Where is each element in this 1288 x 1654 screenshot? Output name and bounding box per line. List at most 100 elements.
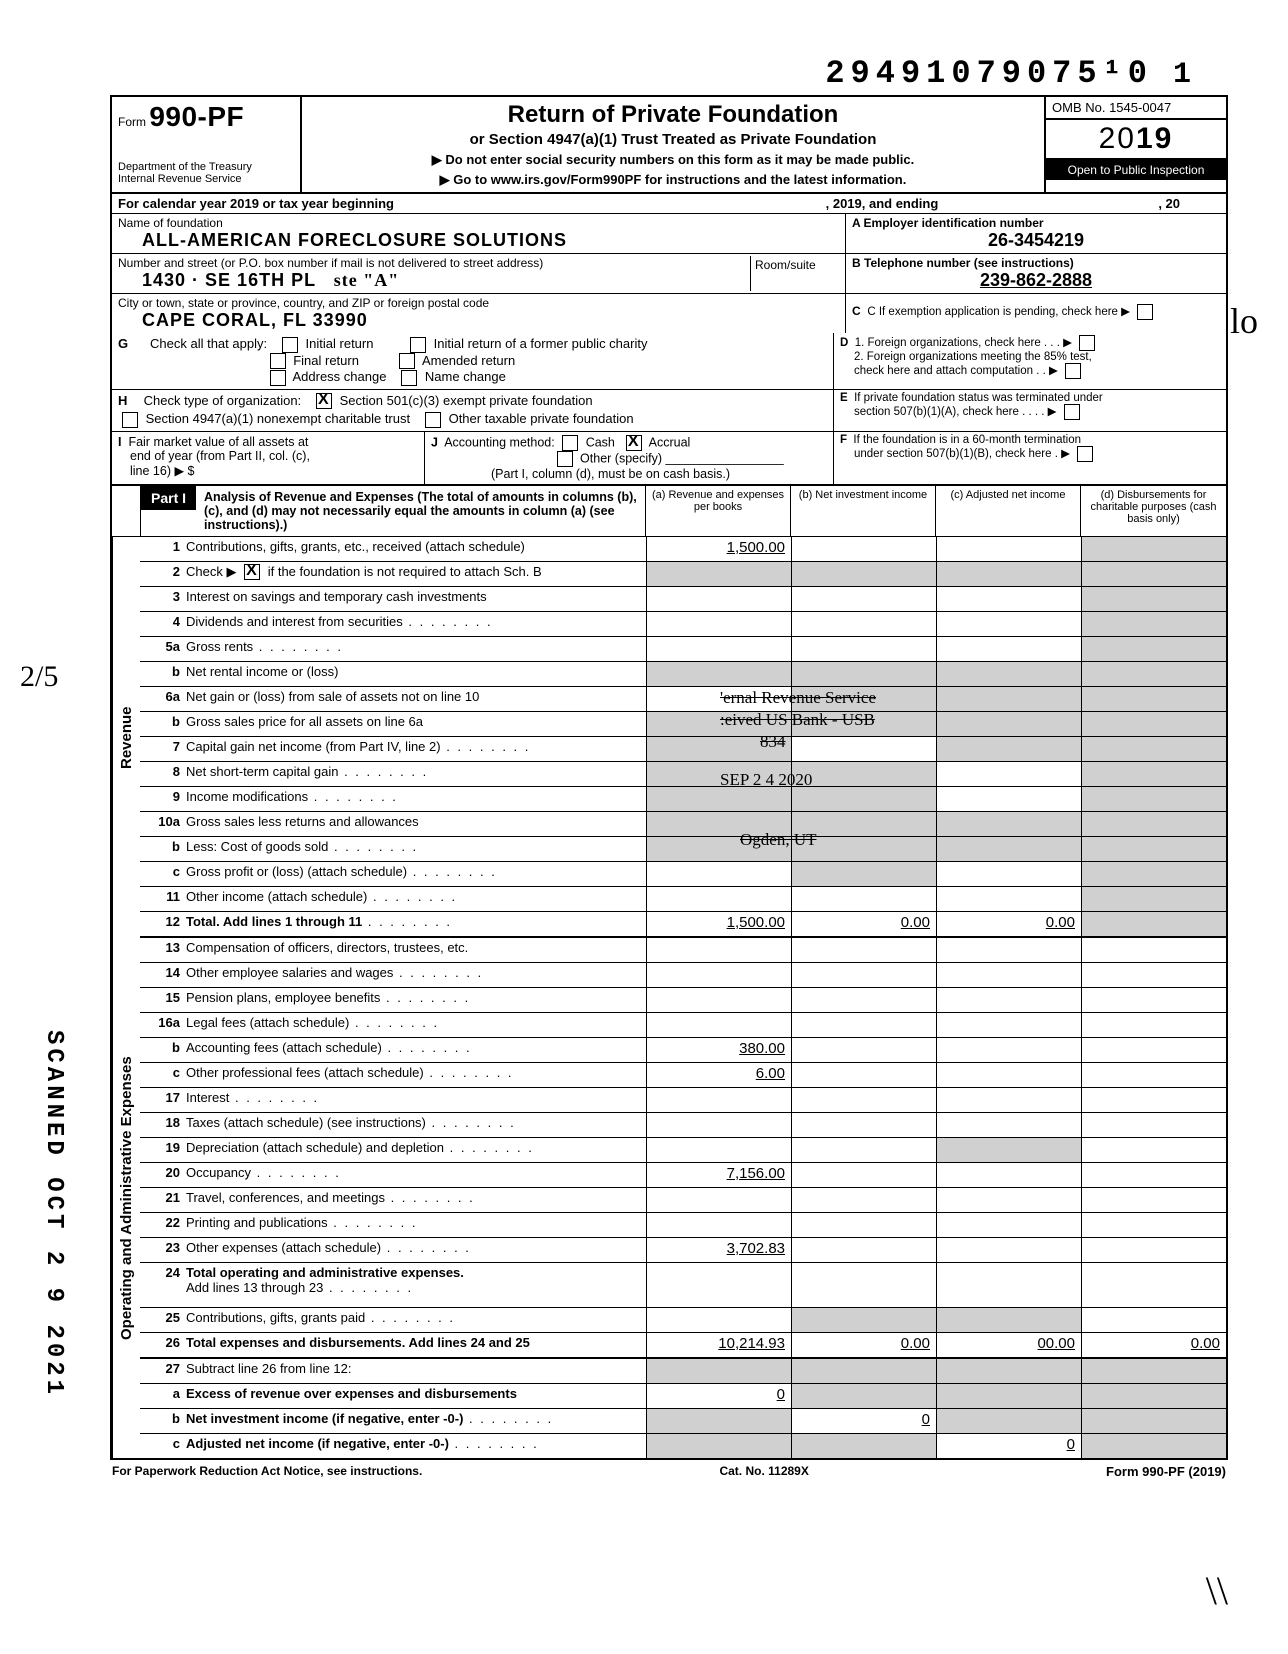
name-change-checkbox[interactable]: [401, 370, 417, 386]
other-method-checkbox[interactable]: [557, 451, 573, 467]
r7-num: 7: [140, 737, 186, 761]
r27-label: Subtract line 26 from line 12:: [186, 1359, 646, 1383]
header-right: OMB No. 1545-0047 2019 Open to Public In…: [1046, 97, 1226, 192]
row-10a: 10aGross sales less returns and allowanc…: [140, 812, 1226, 837]
r5b-num: b: [140, 662, 186, 686]
row-4: 4Dividends and interest from securities: [140, 612, 1226, 637]
r26-num: 26: [140, 1333, 186, 1357]
r16b-a: 380.00: [646, 1038, 791, 1062]
h-text: Check type of organization:: [144, 393, 302, 408]
part1-badge: Part I: [141, 486, 196, 510]
r12-num: 12: [140, 912, 186, 936]
r1-label: Contributions, gifts, grants, etc., rece…: [186, 537, 646, 561]
f-text2: under section 507(b)(1)(B), check here .…: [840, 448, 1070, 460]
room-suite-label: Room/suite: [751, 256, 839, 291]
row-16b: bAccounting fees (attach schedule)380.00: [140, 1038, 1226, 1063]
r2-l1: Check ▶: [186, 564, 236, 579]
row-19: 19Depreciation (attach schedule) and dep…: [140, 1138, 1226, 1163]
row-2: 2Check ▶ if the foundation is not requir…: [140, 562, 1226, 587]
h-e-row: H Check type of organization: Section 50…: [112, 390, 1226, 432]
form-page: 29491079075¹01 Form 990-PF Department of…: [0, 0, 1288, 1654]
row-15: 15Pension plans, employee benefits: [140, 988, 1226, 1013]
dept-irs: Internal Revenue Service: [118, 173, 294, 185]
opt-accrual: Accrual: [649, 435, 691, 449]
opt-name: Name change: [425, 369, 506, 384]
r2-l2: if the foundation is not required to att…: [268, 564, 542, 579]
row-27a: aExcess of revenue over expenses and dis…: [140, 1384, 1226, 1409]
header-note-2: ▶ Go to www.irs.gov/Form990PF for instru…: [310, 172, 1036, 188]
r16b-num: b: [140, 1038, 186, 1062]
initial-return-checkbox[interactable]: [282, 337, 298, 353]
accrual-checkbox[interactable]: [626, 435, 642, 451]
r16a-label: Legal fees (attach schedule): [186, 1013, 646, 1037]
row-27b: bNet investment income (if negative, ent…: [140, 1409, 1226, 1434]
amended-checkbox[interactable]: [399, 353, 415, 369]
501c3-checkbox[interactable]: [316, 393, 332, 409]
address-change-checkbox[interactable]: [270, 370, 286, 386]
r24-l2: Add lines 13 through 23: [186, 1280, 413, 1295]
exemption-checkbox[interactable]: [1137, 304, 1153, 320]
r10c-num: c: [140, 862, 186, 886]
r16c-num: c: [140, 1063, 186, 1087]
r27a-label: Excess of revenue over expenses and disb…: [186, 1384, 646, 1408]
r8-num: 8: [140, 762, 186, 786]
part1-desc-text: Analysis of Revenue and Expenses (The to…: [204, 490, 637, 532]
stamp-834: 834: [760, 732, 786, 752]
cal-text-3: , 20: [1158, 196, 1180, 211]
cal-text-1: For calendar year 2019 or tax year begin…: [118, 196, 394, 211]
cal-text-2: , 2019, and ending: [826, 196, 939, 211]
ein-label: A Employer identification number: [852, 216, 1044, 230]
60month-checkbox[interactable]: [1077, 446, 1093, 462]
r13-label: Compensation of officers, directors, tru…: [186, 938, 646, 962]
r9-label: Income modifications: [186, 787, 646, 811]
i-text3: line 16) ▶ $: [118, 464, 195, 478]
other-taxable-checkbox[interactable]: [425, 412, 441, 428]
i-block: I Fair market value of all assets at end…: [112, 432, 425, 484]
initial-former-checkbox[interactable]: [410, 337, 426, 353]
terminated-checkbox[interactable]: [1064, 404, 1080, 420]
footer-left: For Paperwork Reduction Act Notice, see …: [112, 1464, 422, 1479]
r21-label: Travel, conferences, and meetings: [186, 1188, 646, 1212]
r26-b: Total expenses and disbursements. Add li…: [186, 1335, 530, 1350]
revenue-block: Revenue 1Contributions, gifts, grants, e…: [112, 537, 1226, 938]
opt-initial: Initial return: [306, 336, 374, 351]
cash-checkbox[interactable]: [562, 435, 578, 451]
e-text1: If private foundation status was termina…: [854, 392, 1103, 404]
r4-num: 4: [140, 612, 186, 636]
addr-handwritten: ste "A": [334, 270, 399, 290]
row-26: 26Total expenses and disbursements. Add …: [140, 1333, 1226, 1359]
r27c-num: c: [140, 1434, 186, 1458]
foreign-org-checkbox[interactable]: [1079, 335, 1095, 351]
r16c-a: 6.00: [646, 1063, 791, 1087]
doc-number-trail: 1: [1173, 58, 1193, 92]
d-block: D 1. Foreign organizations, check here .…: [834, 333, 1226, 389]
header-left: Form 990-PF Department of the Treasury I…: [112, 97, 302, 192]
4947-checkbox[interactable]: [122, 412, 138, 428]
row-27c: cAdjusted net income (if negative, enter…: [140, 1434, 1226, 1458]
r10b-label: Less: Cost of goods sold: [186, 837, 646, 861]
row-22: 22Printing and publications: [140, 1213, 1226, 1238]
d2a-text: 2. Foreign organizations meeting the 85%…: [840, 351, 1092, 363]
r16c-label: Other professional fees (attach schedule…: [186, 1063, 646, 1087]
i-text2: end of year (from Part II, col. (c),: [118, 449, 310, 463]
r5b-label: Net rental income or (loss): [186, 662, 646, 686]
r20-num: 20: [140, 1163, 186, 1187]
r6b-label: Gross sales price for all assets on line…: [186, 712, 646, 736]
r27b-num: b: [140, 1409, 186, 1433]
r12-c: 0.00: [936, 912, 1081, 936]
row-27: 27Subtract line 26 from line 12:: [140, 1359, 1226, 1384]
r1-a: 1,500.00: [646, 537, 791, 561]
footer-right: Form 990-PF (2019): [1106, 1464, 1226, 1479]
r23-a: 3,702.83: [646, 1238, 791, 1262]
final-return-checkbox[interactable]: [270, 353, 286, 369]
scanned-stamp: SCANNED OCT 2 9 2021: [40, 1030, 67, 1398]
g-text: Check all that apply:: [150, 336, 267, 351]
r27b-label: Net investment income (if negative, ente…: [186, 1409, 646, 1433]
r10a-label: Gross sales less returns and allowances: [186, 812, 646, 836]
row-7: 7Capital gain net income (from Part IV, …: [140, 737, 1226, 762]
r23-num: 23: [140, 1238, 186, 1262]
sch-b-checkbox[interactable]: [244, 564, 260, 580]
foreign-85-checkbox[interactable]: [1065, 363, 1081, 379]
row-21: 21Travel, conferences, and meetings: [140, 1188, 1226, 1213]
row-5b: bNet rental income or (loss): [140, 662, 1226, 687]
